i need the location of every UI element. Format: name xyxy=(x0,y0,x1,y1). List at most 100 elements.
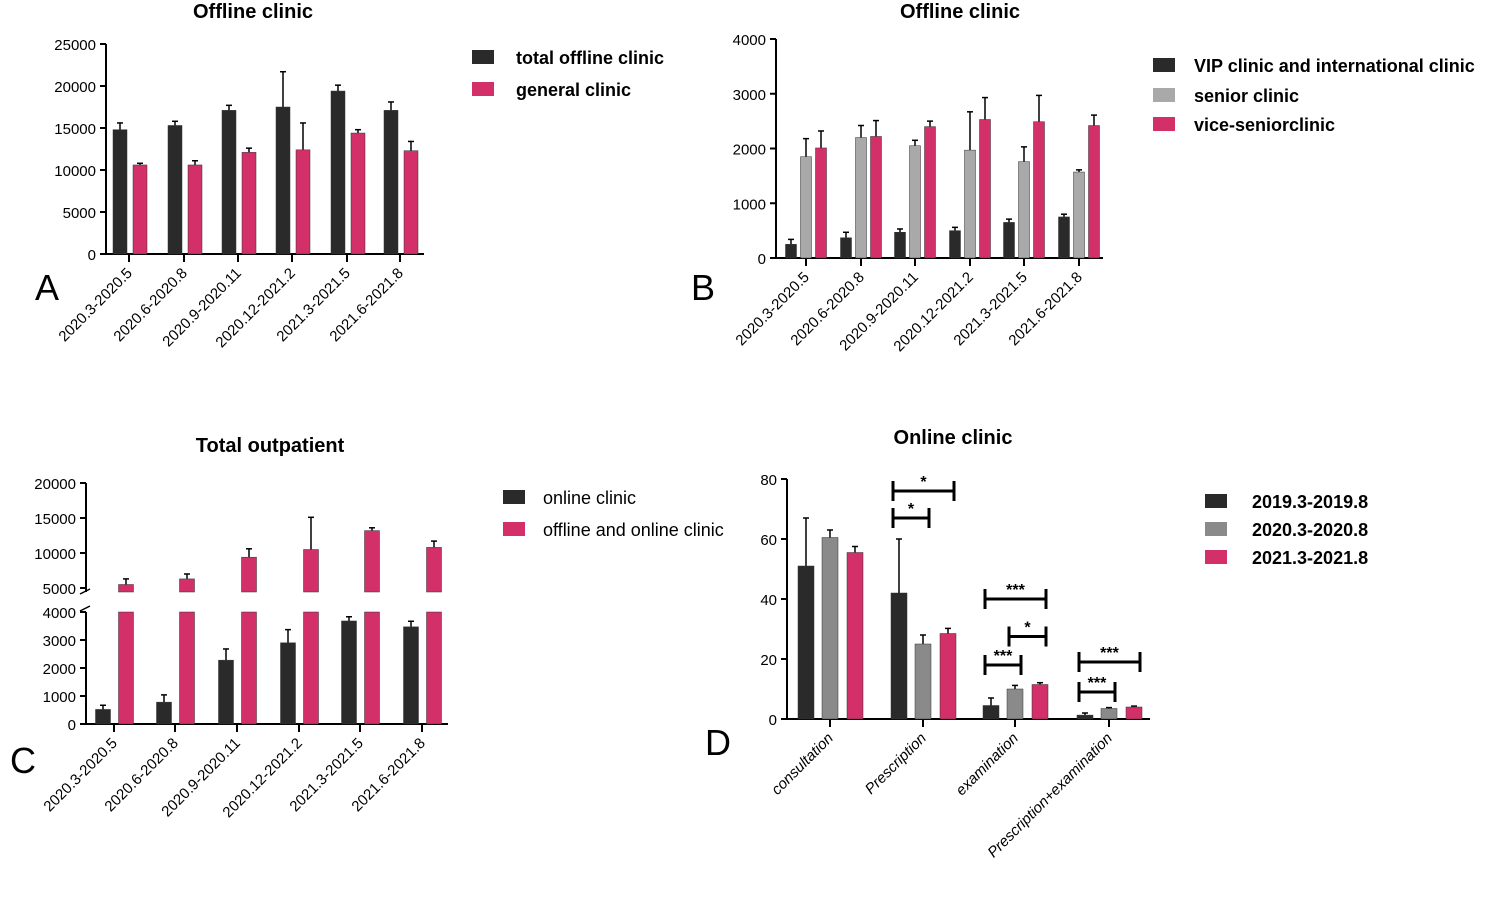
panel-d: Online clinic D 0 20 40 60 80 consultation Presc… xyxy=(705,427,1368,861)
legend-label: offline and online clinic xyxy=(543,520,724,540)
legend-label: general clinic xyxy=(516,80,631,100)
bar xyxy=(118,611,134,725)
bar xyxy=(924,126,936,259)
y-tick-label: 0 xyxy=(88,247,96,264)
bar xyxy=(797,565,815,720)
bar xyxy=(280,642,296,725)
y-tick-label: 15000 xyxy=(54,121,96,138)
bar xyxy=(156,701,172,725)
bar xyxy=(1100,708,1118,720)
bar xyxy=(1076,714,1094,720)
y-tick-label: 0 xyxy=(758,251,766,268)
y-tick-label: 80 xyxy=(760,472,777,489)
bar xyxy=(383,110,399,255)
bar xyxy=(1058,216,1070,259)
panel-letter: B xyxy=(691,267,715,308)
bar xyxy=(167,125,183,255)
bar xyxy=(785,244,797,259)
bar xyxy=(303,611,319,725)
significance-label: * xyxy=(1024,620,1031,637)
bar xyxy=(403,626,419,725)
bar xyxy=(241,152,257,255)
axis-break-mark xyxy=(79,605,91,612)
legend-swatch xyxy=(472,50,494,64)
panel-a: Offline clinic A 0 5000 10000 15000 20000 25000… xyxy=(35,1,664,351)
panel-letter: A xyxy=(35,267,59,308)
bar xyxy=(939,633,957,720)
bar xyxy=(890,592,908,720)
bar xyxy=(241,611,257,725)
legend-swatch xyxy=(1205,494,1227,508)
x-tick-label: consultation xyxy=(768,730,837,799)
significance-label: *** xyxy=(1088,675,1107,692)
legend-swatch xyxy=(1153,117,1175,131)
legend-label: online clinic xyxy=(543,488,636,508)
bar xyxy=(341,620,357,725)
bar xyxy=(894,232,906,259)
y-tick-label: 1000 xyxy=(733,196,766,213)
x-tick-label: examination xyxy=(953,730,1022,799)
bar xyxy=(221,110,237,255)
chart-title: Online clinic xyxy=(894,427,1013,449)
y-tick-label: 4000 xyxy=(43,605,76,622)
y-tick-label: 2000 xyxy=(733,142,766,159)
y-tick-label: 0 xyxy=(769,712,777,729)
bar xyxy=(1033,121,1045,259)
y-tick-label: 3000 xyxy=(733,87,766,104)
legend-swatch xyxy=(1205,550,1227,564)
bar xyxy=(275,106,291,255)
y-tick-label: 10000 xyxy=(54,163,96,180)
bar xyxy=(1018,161,1030,259)
bar xyxy=(350,132,366,255)
bar xyxy=(1003,222,1015,259)
significance-label: * xyxy=(908,501,915,518)
bar xyxy=(426,611,442,725)
bar-upper-segment xyxy=(303,549,319,593)
y-tick-label: 5000 xyxy=(63,205,96,222)
bar xyxy=(870,136,882,259)
bar xyxy=(218,659,234,725)
y-tick-label: 5000 xyxy=(43,581,76,598)
y-tick-label: 0 xyxy=(68,717,76,734)
bar-upper-segment xyxy=(364,530,380,593)
bar xyxy=(800,156,812,259)
bar xyxy=(840,237,852,259)
significance-label: * xyxy=(920,474,927,491)
y-tick-label: 3000 xyxy=(43,633,76,650)
bar-upper-segment xyxy=(179,578,195,593)
legend-label: total offline clinic xyxy=(516,48,664,68)
bar xyxy=(982,705,1000,720)
bar-upper-segment xyxy=(241,556,257,593)
y-tick-label: 10000 xyxy=(34,546,76,563)
bar xyxy=(815,147,827,259)
legend-swatch xyxy=(472,82,494,96)
y-tick-label: 2000 xyxy=(43,661,76,678)
y-tick-label: 15000 xyxy=(34,511,76,528)
legend-swatch xyxy=(503,522,525,536)
bar-upper-segment xyxy=(426,547,442,593)
bar-upper-segment xyxy=(118,584,134,593)
panel-c: Total outpatient C 0 1000 2000 3000 4000 5000 10… xyxy=(10,435,724,821)
legend-label: 2019.3-2019.8 xyxy=(1252,492,1368,512)
bar xyxy=(95,709,111,725)
panel-letter: C xyxy=(10,740,36,781)
legend-label: senior clinic xyxy=(1194,86,1299,106)
significance-label: *** xyxy=(994,648,1013,665)
bar xyxy=(964,149,976,259)
bar xyxy=(187,164,203,255)
bar xyxy=(1125,706,1143,720)
panel-b: Offline clinicB010002000300040002020.3-2… xyxy=(691,1,1475,355)
axis-break-mark xyxy=(79,588,91,595)
y-tick-label: 20 xyxy=(760,652,777,669)
bar xyxy=(821,537,839,720)
bar xyxy=(979,119,991,259)
y-tick-label: 4000 xyxy=(733,32,766,49)
legend-label: 2020.3-2020.8 xyxy=(1252,520,1368,540)
bar xyxy=(179,611,195,725)
bar xyxy=(1073,171,1085,259)
y-tick-label: 25000 xyxy=(54,37,96,54)
bar xyxy=(1006,688,1024,720)
chart-title: Offline clinic xyxy=(193,1,313,23)
legend-label: 2021.3-2021.8 xyxy=(1252,548,1368,568)
